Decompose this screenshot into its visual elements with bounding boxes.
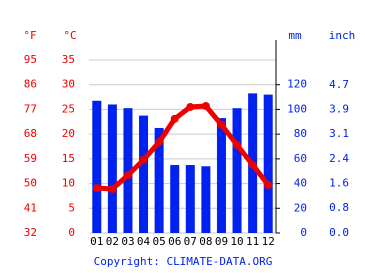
mm-tick-label: 100 (287, 102, 307, 115)
x-tick-label: 11 (246, 235, 259, 248)
temperature-point (217, 120, 226, 129)
inch-tick-label: 0.0 (329, 226, 349, 239)
precipitation-bar (232, 108, 242, 233)
celsius-tick-label: 5 (68, 201, 75, 214)
x-tick-label: 09 (215, 235, 228, 248)
temperature-point (139, 155, 148, 164)
fahrenheit-tick-label: 86 (24, 78, 37, 91)
temperature-point (123, 171, 132, 180)
inch-tick-label: 3.9 (329, 102, 349, 115)
precipitation-bar (123, 108, 133, 233)
temperature-point (108, 185, 117, 194)
x-tick-label: 10 (230, 235, 243, 248)
precipitation-bar (201, 166, 211, 233)
precipitation-bar (185, 165, 195, 233)
temperature-point (264, 181, 273, 190)
mm-tick-label: 80 (294, 127, 307, 140)
copyright: Copyright: CLIMATE-DATA.ORG (94, 255, 273, 268)
celsius-tick-label: 25 (62, 102, 75, 115)
fahrenheit-unit: °F (23, 29, 36, 42)
temperature-point (233, 141, 242, 150)
x-tick-label: 06 (168, 235, 181, 248)
precipitation-bar (216, 118, 226, 233)
mm-tick-label: 40 (294, 177, 307, 190)
inch-tick-label: 0.8 (329, 201, 349, 214)
fahrenheit-tick-label: 41 (24, 201, 37, 214)
x-tick-label: 08 (199, 235, 212, 248)
celsius-tick-label: 0 (68, 226, 75, 239)
inch-tick-label: 4.7 (329, 78, 349, 91)
inch-tick-label: 3.1 (329, 127, 349, 140)
inch-unit: inch (329, 29, 356, 42)
mm-tick-label: 120 (287, 78, 307, 91)
fahrenheit-tick-label: 77 (24, 102, 37, 115)
temperature-point (170, 114, 179, 123)
inch-tick-label: 1.6 (329, 177, 349, 190)
x-tick-label: 05 (153, 235, 166, 248)
temperature-point (201, 101, 210, 110)
inch-tick-label: 2.4 (329, 152, 349, 165)
precipitation-bar (154, 127, 164, 233)
mm-tick-label: 60 (294, 152, 307, 165)
fahrenheit-tick-label: 32 (24, 226, 37, 239)
fahrenheit-tick-label: 59 (24, 152, 37, 165)
x-tick-label: 12 (262, 235, 275, 248)
precipitation-bar (92, 100, 102, 234)
temperature-line (96, 103, 271, 192)
fahrenheit-tick-label: 68 (24, 127, 37, 140)
celsius-tick-label: 35 (62, 53, 75, 66)
celsius-tick-label: 20 (62, 127, 75, 140)
mm-tick-label: 20 (294, 201, 307, 214)
mm-tick-label: 0 (300, 226, 307, 239)
x-tick-label: 02 (106, 235, 119, 248)
precipitation-bar (139, 115, 149, 233)
x-tick-label: 03 (121, 235, 134, 248)
precipitation-bar (170, 165, 180, 233)
x-tick-label: 04 (137, 235, 151, 248)
mm-unit: mm (288, 29, 302, 42)
temperature-point (186, 102, 195, 111)
temperature-point (248, 160, 257, 169)
celsius-unit: °C (63, 29, 76, 42)
fahrenheit-tick-label: 50 (24, 177, 37, 190)
temperature-point (155, 138, 164, 147)
celsius-tick-label: 30 (62, 78, 75, 91)
x-tick-label: 01 (90, 235, 103, 248)
celsius-tick-label: 10 (62, 177, 75, 190)
celsius-tick-label: 15 (62, 152, 75, 165)
precipitation-bar (263, 94, 273, 233)
x-tick-label: 07 (184, 235, 197, 248)
precipitation-bar (107, 104, 117, 233)
temperature-point (92, 184, 101, 193)
fahrenheit-tick-label: 95 (24, 53, 37, 66)
